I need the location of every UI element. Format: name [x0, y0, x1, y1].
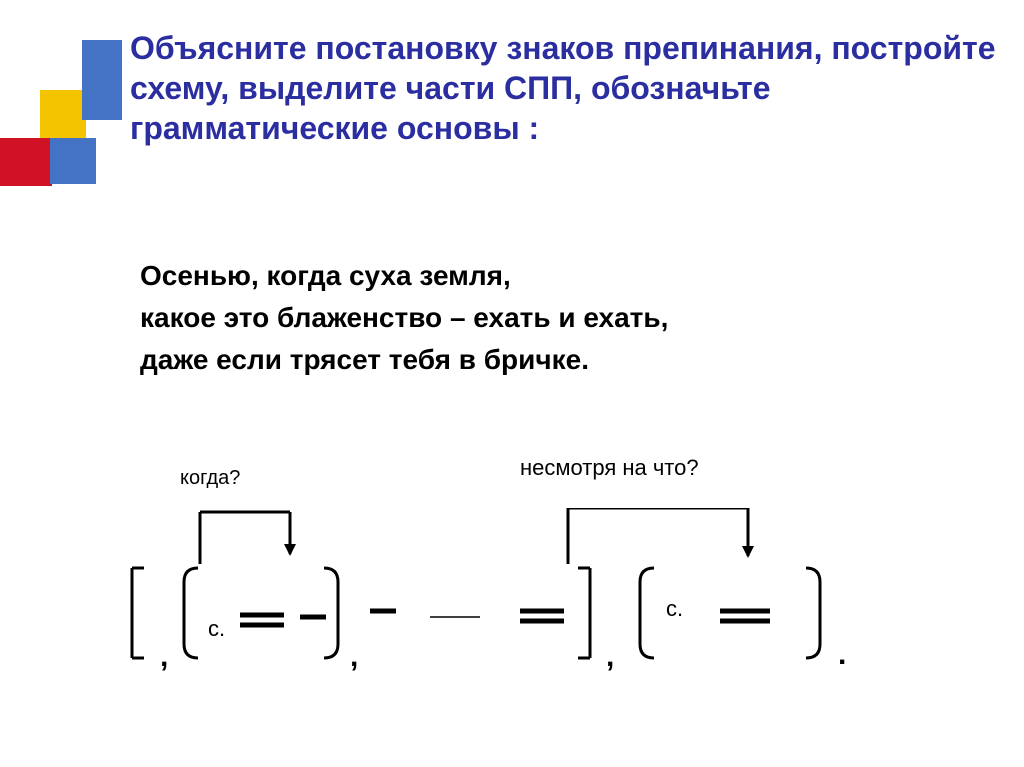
- sentence-text: Осенью, когда суха земля, какое это блаж…: [140, 255, 984, 381]
- svg-text:с.: с.: [208, 616, 225, 641]
- sentence-line: Осенью, когда суха земля,: [140, 255, 984, 297]
- svg-text:с.: с.: [666, 596, 683, 621]
- sentence-line: какое это блаженство – ехать и ехать,: [140, 297, 984, 339]
- decor-sq: [82, 80, 122, 120]
- svg-text:,: ,: [160, 640, 168, 673]
- svg-text:.: .: [838, 638, 846, 671]
- sentence-line: даже если трясет тебя в бричке.: [140, 339, 984, 381]
- slide-title: Объясните постановку знаков препинания, …: [130, 28, 1004, 148]
- decor-sq: [50, 138, 96, 184]
- sentence-scheme-diagram: , с.,, с..: [120, 508, 940, 708]
- svg-text:,: ,: [606, 640, 614, 673]
- question-label-left: когда?: [180, 467, 240, 490]
- slide-decor: [0, 40, 130, 220]
- decor-sq: [40, 90, 86, 142]
- question-label-right: несмотря на что?: [520, 455, 699, 481]
- decor-sq: [0, 138, 52, 186]
- decor-sq: [82, 40, 122, 80]
- svg-text:,: ,: [350, 640, 358, 673]
